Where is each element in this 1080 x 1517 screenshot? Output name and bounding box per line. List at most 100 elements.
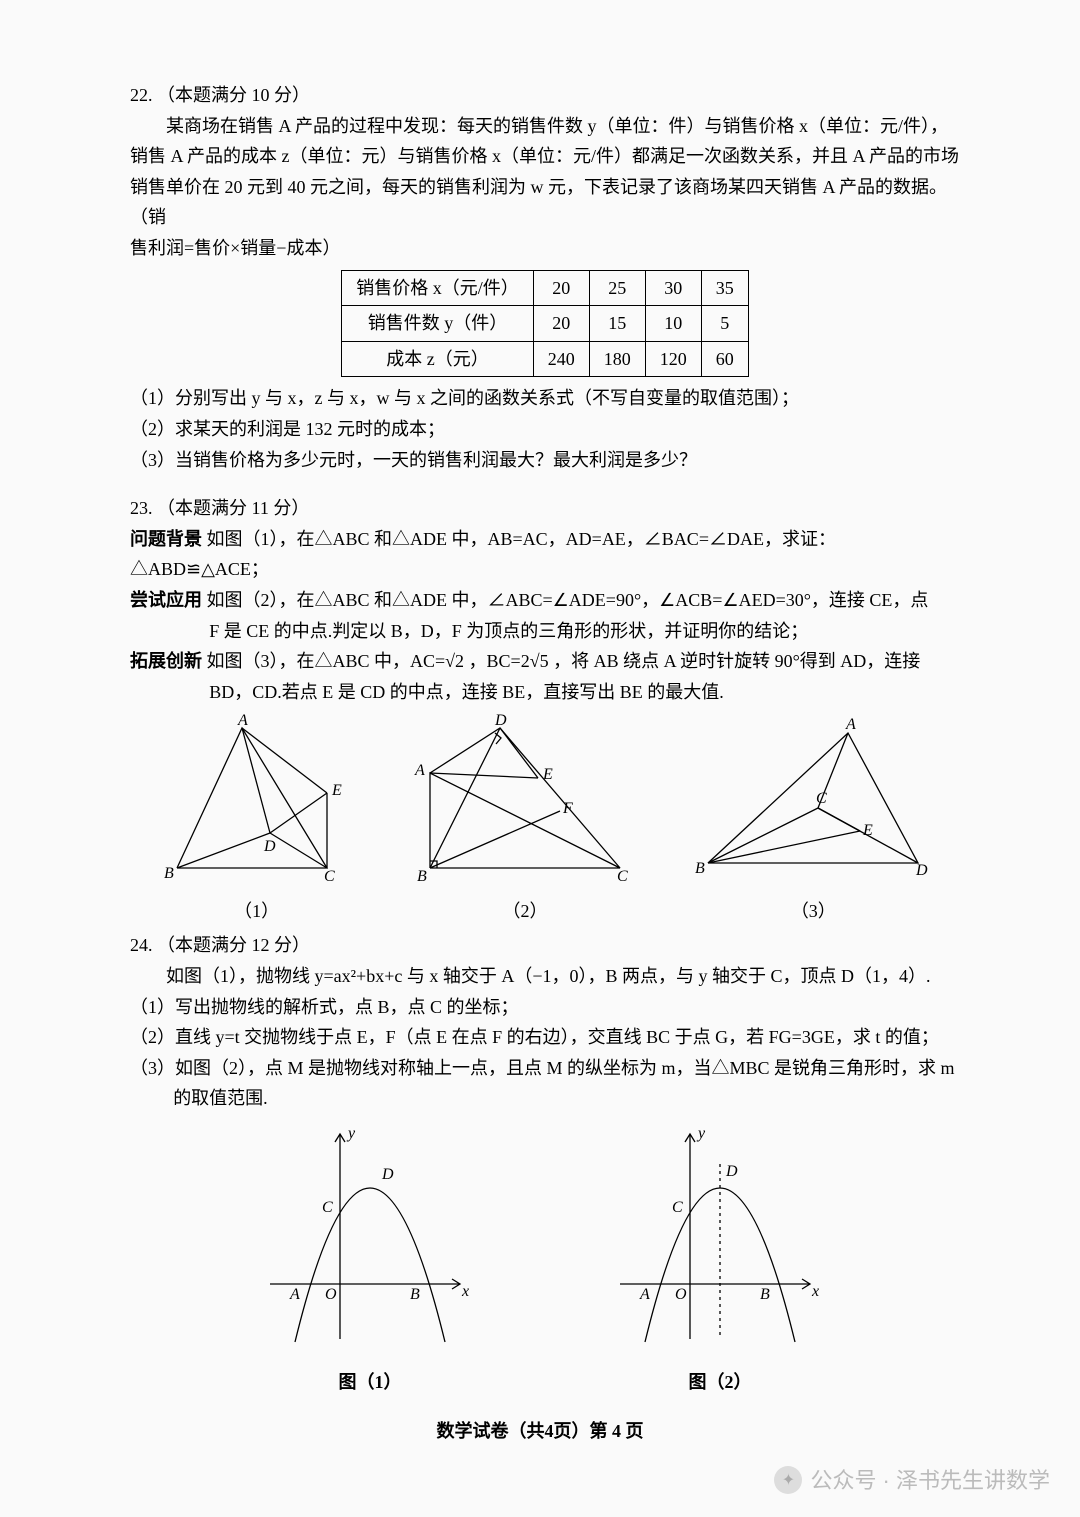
q24-sub2: （2）直线 y=t 交抛物线于点 E，F（点 E 在点 F 的右边），交直线 B… bbox=[130, 1022, 960, 1053]
figlabel: （3） bbox=[688, 896, 938, 927]
cell: 15 bbox=[589, 306, 645, 342]
svg-text:C: C bbox=[324, 868, 335, 885]
q23-fig1: A B C D E （1） bbox=[152, 713, 362, 926]
row-header: 销售件数 y（件） bbox=[342, 306, 534, 342]
svg-text:A: A bbox=[237, 713, 248, 729]
q24-sub1: （1）写出抛物线的解析式，点 B，点 C 的坐标； bbox=[130, 992, 960, 1023]
svg-text:E: E bbox=[331, 782, 342, 799]
cell: 5 bbox=[701, 306, 748, 342]
svg-text:C: C bbox=[617, 868, 628, 885]
svg-text:B: B bbox=[164, 865, 174, 882]
svg-text:D: D bbox=[725, 1163, 738, 1180]
watermark: ✦ 公众号 · 泽书先生讲数学 bbox=[774, 1462, 1050, 1499]
figlabel: 图（1） bbox=[260, 1367, 480, 1398]
q24-sub3b: 的取值范围. bbox=[130, 1083, 960, 1114]
svg-text:C: C bbox=[672, 1199, 683, 1216]
svg-text:y: y bbox=[346, 1125, 356, 1142]
svg-text:B: B bbox=[695, 860, 705, 877]
q22-sub1: （1）分别写出 y 与 x，z 与 x，w 与 x 之间的函数关系式（不写自变量… bbox=[130, 383, 960, 414]
q24-fig1: x y O A B C D 图（1） bbox=[260, 1124, 480, 1397]
wechat-icon: ✦ bbox=[774, 1466, 802, 1494]
triangle-diagram-1-icon: A B C D E bbox=[152, 713, 362, 888]
svg-text:D: D bbox=[381, 1166, 394, 1183]
q22-number: 22. bbox=[130, 85, 153, 105]
q22-heading: 22. （本题满分 10 分） bbox=[130, 80, 960, 111]
cell: 60 bbox=[701, 341, 748, 377]
q23-l1b: 如图（1），在△ABC 和△ADE 中，AB=AC，AD=AE，∠BAC=∠DA… bbox=[130, 529, 836, 580]
triangle-diagram-3-icon: A B C D E bbox=[688, 713, 938, 888]
q23-l3c: BD，CD.若点 E 是 CD 的中点，连接 BE，直接写出 BE 的最大值. bbox=[130, 677, 960, 708]
parabola-chart-2-icon: x y O A B C D bbox=[610, 1124, 830, 1359]
q23-line1: 问题背景 如图（1），在△ABC 和△ADE 中，AB=AC，AD=AE，∠BA… bbox=[130, 524, 960, 585]
svg-text:F: F bbox=[562, 800, 573, 817]
svg-text:A: A bbox=[289, 1286, 300, 1303]
cell: 20 bbox=[533, 270, 589, 306]
q24-sub3a: （3）如图（2），点 M 是抛物线对称轴上一点，且点 M 的纵坐标为 m，当△M… bbox=[130, 1053, 960, 1084]
svg-text:B: B bbox=[410, 1286, 420, 1303]
cell: 180 bbox=[589, 341, 645, 377]
q23-header: （本题满分 11 分） bbox=[157, 498, 309, 518]
svg-text:B: B bbox=[760, 1286, 770, 1303]
q23-figures-row: A B C D E （1） bbox=[130, 713, 960, 926]
cell: 10 bbox=[645, 306, 701, 342]
svg-text:O: O bbox=[675, 1286, 687, 1303]
page-footer: 数学试卷（共4页）第 4 页 bbox=[0, 1416, 1080, 1447]
q24-figures-row: x y O A B C D 图（1） bbox=[130, 1124, 960, 1397]
q22-data-table: 销售价格 x（元/件） 20 25 30 35 销售件数 y（件） 20 15 … bbox=[341, 270, 749, 378]
svg-text:C: C bbox=[816, 790, 827, 807]
table-row: 销售件数 y（件） 20 15 10 5 bbox=[342, 306, 749, 342]
figlabel: （1） bbox=[152, 896, 362, 927]
q24-p1: 如图（1），抛物线 y=ax²+bx+c 与 x 轴交于 A（−1，0），B 两… bbox=[130, 961, 960, 992]
svg-text:x: x bbox=[461, 1283, 469, 1300]
q22-sub2: （2）求某天的利润是 132 元时的成本； bbox=[130, 414, 960, 445]
svg-text:A: A bbox=[639, 1286, 650, 1303]
q22-p4: 售利润=售价×销量−成本） bbox=[130, 233, 960, 264]
figlabel: （2） bbox=[405, 896, 645, 927]
question-22: 22. （本题满分 10 分） 某商场在销售 A 产品的过程中发现：每天的销售件… bbox=[130, 80, 960, 475]
q22-p3: 销售单价在 20 元到 40 元之间，每天的销售利润为 w 元，下表记录了该商场… bbox=[130, 172, 960, 233]
svg-text:D: D bbox=[915, 862, 928, 879]
q22-p2: 销售 A 产品的成本 z（单位：元）与销售价格 x（单位：元/件）都满足一次函数… bbox=[130, 141, 960, 172]
q23-l2c: F 是 CE 的中点.判定以 B，D，F 为顶点的三角形的形状，并证明你的结论； bbox=[130, 616, 960, 647]
q24-fig2: x y O A B C D 图（2） bbox=[610, 1124, 830, 1397]
q23-line3: 拓展创新 如图（3），在△ABC 中，AC=√2 ，BC=2√5 ，将 AB 绕… bbox=[130, 646, 960, 677]
label-extend: 拓展创新 bbox=[130, 651, 202, 671]
question-24: 24. （本题满分 12 分） 如图（1），抛物线 y=ax²+bx+c 与 x… bbox=[130, 930, 960, 1397]
row-header: 成本 z（元） bbox=[342, 341, 534, 377]
svg-text:y: y bbox=[696, 1125, 706, 1142]
svg-text:A: A bbox=[845, 716, 856, 733]
row-header: 销售价格 x（元/件） bbox=[342, 270, 534, 306]
cell: 30 bbox=[645, 270, 701, 306]
q23-heading: 23. （本题满分 11 分） bbox=[130, 493, 960, 524]
table-row: 销售价格 x（元/件） 20 25 30 35 bbox=[342, 270, 749, 306]
q22-sub3: （3）当销售价格为多少元时，一天的销售利润最大？最大利润是多少？ bbox=[130, 445, 960, 476]
svg-text:E: E bbox=[542, 766, 553, 783]
q24-header: （本题满分 12 分） bbox=[157, 935, 310, 955]
label-try-apply: 尝试应用 bbox=[130, 590, 202, 610]
svg-text:A: A bbox=[414, 762, 425, 779]
cell: 25 bbox=[589, 270, 645, 306]
parabola-chart-1-icon: x y O A B C D bbox=[260, 1124, 480, 1359]
label-problem-bg: 问题背景 bbox=[130, 529, 202, 549]
table-row: 成本 z（元） 240 180 120 60 bbox=[342, 341, 749, 377]
cell: 120 bbox=[645, 341, 701, 377]
q23-fig3: A B C D E （3） bbox=[688, 713, 938, 926]
figlabel: 图（2） bbox=[610, 1367, 830, 1398]
watermark-text: 公众号 · 泽书先生讲数学 bbox=[810, 1462, 1050, 1499]
q24-number: 24. bbox=[130, 935, 153, 955]
svg-text:D: D bbox=[263, 838, 276, 855]
q24-heading: 24. （本题满分 12 分） bbox=[130, 930, 960, 961]
q22-p1: 某商场在销售 A 产品的过程中发现：每天的销售件数 y（单位：件）与销售价格 x… bbox=[130, 111, 960, 142]
cell: 240 bbox=[533, 341, 589, 377]
q23-l2b: 如图（2），在△ABC 和△ADE 中，∠ABC=∠ADE=90°，∠ACB=∠… bbox=[207, 590, 929, 610]
svg-text:E: E bbox=[862, 822, 873, 839]
cell: 20 bbox=[533, 306, 589, 342]
q23-fig2: A B C D E F （2） bbox=[405, 713, 645, 926]
question-23: 23. （本题满分 11 分） 问题背景 如图（1），在△ABC 和△ADE 中… bbox=[130, 493, 960, 926]
q23-line2: 尝试应用 如图（2），在△ABC 和△ADE 中，∠ABC=∠ADE=90°，∠… bbox=[130, 585, 960, 616]
q23-number: 23. bbox=[130, 498, 153, 518]
svg-text:O: O bbox=[325, 1286, 337, 1303]
exam-page: 22. （本题满分 10 分） 某商场在销售 A 产品的过程中发现：每天的销售件… bbox=[0, 0, 1080, 1517]
svg-text:x: x bbox=[811, 1283, 819, 1300]
q23-l3b: 如图（3），在△ABC 中，AC=√2 ，BC=2√5 ，将 AB 绕点 A 逆… bbox=[207, 651, 921, 671]
